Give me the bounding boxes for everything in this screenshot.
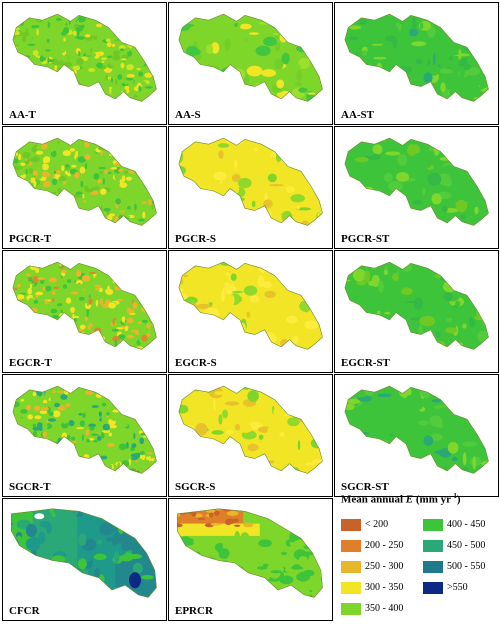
legend-item: 350 - 400: [341, 602, 403, 615]
basin-map: [344, 13, 489, 102]
map-panel: PGCR-S: [168, 126, 333, 249]
basin-map: [12, 385, 157, 474]
legend-title: Mean annual E (mm yr-1): [341, 492, 461, 506]
legend-label: 450 - 500: [447, 540, 486, 551]
legend-swatch: [341, 581, 361, 594]
legend-label: 350 - 400: [365, 603, 404, 614]
panel-label: EGCR-S: [175, 357, 217, 369]
legend-label: 200 - 250: [365, 540, 404, 551]
map-panel: SGCR-T: [2, 374, 167, 497]
legend-item: 200 - 250: [341, 539, 403, 552]
legend-item: < 200: [341, 518, 388, 531]
legend-label: 400 - 450: [447, 519, 486, 530]
map-panel: PGCR-T: [2, 126, 167, 249]
legend-label: < 200: [365, 519, 389, 530]
legend-item: 250 - 300: [341, 560, 403, 573]
map-panel: EPRCR: [168, 498, 333, 621]
legend-item: 300 - 350: [341, 581, 403, 594]
legend-swatch: [341, 539, 361, 552]
legend-swatch: [423, 581, 443, 594]
legend-swatch: [423, 539, 443, 552]
panel-label: SGCR-ST: [341, 481, 389, 493]
basin-map: [344, 385, 489, 474]
legend: Mean annual E (mm yr-1) < 200 200 - 250 25…: [333, 490, 500, 626]
map-panel: EGCR-ST: [334, 250, 499, 373]
map-panel: AA-S: [168, 2, 333, 125]
panel-label: PGCR-T: [9, 233, 52, 245]
map-panel: SGCR-ST: [334, 374, 499, 497]
map-panel: SGCR-S: [168, 374, 333, 497]
panel-label: AA-T: [9, 109, 36, 121]
basin-map: [177, 508, 323, 598]
legend-item: 500 - 550: [423, 560, 485, 573]
panel-label: SGCR-S: [175, 481, 216, 493]
basin-map: [11, 508, 157, 598]
legend-item: 450 - 500: [423, 539, 485, 552]
legend-swatch: [341, 602, 361, 615]
legend-item: 400 - 450: [423, 518, 485, 531]
basin-map: [178, 13, 323, 102]
legend-label: 250 - 300: [365, 561, 404, 572]
basin-map: [12, 261, 157, 350]
basin-map: [12, 13, 157, 102]
panel-label: PGCR-S: [175, 233, 216, 245]
map-panel: EGCR-T: [2, 250, 167, 373]
legend-item: >550: [423, 581, 468, 594]
basin-map: [178, 137, 323, 226]
basin-map: [344, 261, 489, 350]
map-panel: CFCR: [2, 498, 167, 621]
map-panel: AA-T: [2, 2, 167, 125]
basin-map: [178, 385, 323, 474]
panel-label: EGCR-ST: [341, 357, 390, 369]
panel-label: EPRCR: [175, 605, 213, 617]
legend-swatch: [423, 560, 443, 573]
legend-label: 500 - 550: [447, 561, 486, 572]
map-panel: EGCR-S: [168, 250, 333, 373]
panel-label: PGCR-ST: [341, 233, 390, 245]
legend-label: 300 - 350: [365, 582, 404, 593]
legend-swatch: [341, 518, 361, 531]
legend-label: >550: [447, 582, 468, 593]
panel-label: CFCR: [9, 605, 40, 617]
basin-map: [12, 137, 157, 226]
legend-swatch: [341, 560, 361, 573]
panel-label: AA-ST: [341, 109, 375, 121]
basin-map: [344, 137, 489, 226]
map-panel: AA-ST: [334, 2, 499, 125]
panel-label: AA-S: [175, 109, 201, 121]
basin-map: [178, 261, 323, 350]
legend-swatch: [423, 518, 443, 531]
map-panel: PGCR-ST: [334, 126, 499, 249]
panel-label: EGCR-T: [9, 357, 52, 369]
panel-label: SGCR-T: [9, 481, 51, 493]
